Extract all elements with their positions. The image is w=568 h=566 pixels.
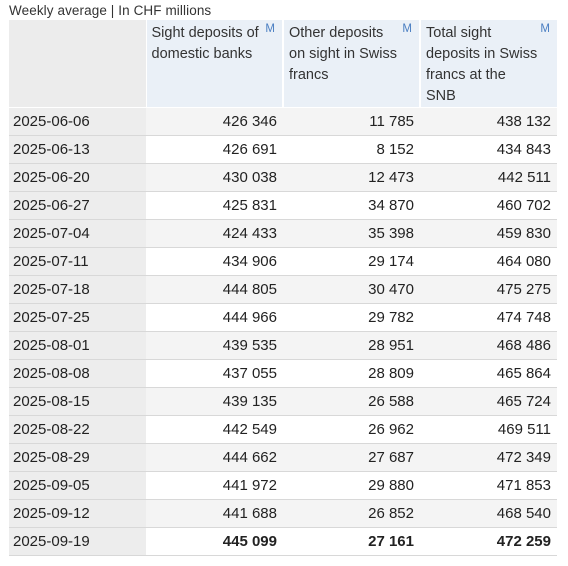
- domestic-banks-cell: 439 535: [146, 331, 283, 360]
- other-deposits-cell: 26 962: [283, 415, 420, 444]
- total-sight-deposits-cell: 464 080: [420, 247, 557, 276]
- column-header-total-sight-deposits: Total sight deposits in Swiss francs at …: [420, 20, 557, 108]
- total-sight-deposits-cell: 438 132: [420, 107, 557, 136]
- table-row: 2025-09-05 441 972 29 880 471 853: [9, 471, 557, 500]
- date-cell: 2025-07-11: [9, 247, 146, 276]
- domestic-banks-cell: 442 549: [146, 415, 283, 444]
- table-row: 2025-07-25 444 966 29 782 474 748: [9, 303, 557, 332]
- other-deposits-cell: 29 174: [283, 247, 420, 276]
- other-deposits-cell: 30 470: [283, 275, 420, 304]
- total-sight-deposits-cell: 465 724: [420, 387, 557, 416]
- date-cell: 2025-06-20: [9, 163, 146, 192]
- domestic-banks-cell: 439 135: [146, 387, 283, 416]
- other-deposits-cell: 11 785: [283, 107, 420, 136]
- date-cell: 2025-07-18: [9, 275, 146, 304]
- domestic-banks-cell: 441 972: [146, 471, 283, 500]
- total-sight-deposits-cell: 472 349: [420, 443, 557, 472]
- date-cell: 2025-07-25: [9, 303, 146, 332]
- domestic-banks-cell: 426 691: [146, 135, 283, 164]
- table-row: 2025-06-27 425 831 34 870 460 702: [9, 191, 557, 220]
- total-sight-deposits-cell: 465 864: [420, 359, 557, 388]
- other-deposits-cell: 34 870: [283, 191, 420, 220]
- total-sight-deposits-cell: 460 702: [420, 191, 557, 220]
- date-cell: 2025-07-04: [9, 219, 146, 248]
- domestic-banks-cell: 425 831: [146, 191, 283, 220]
- total-sight-deposits-cell: 442 511: [420, 163, 557, 192]
- other-deposits-cell: 27 687: [283, 443, 420, 472]
- domestic-banks-cell: 445 099: [146, 527, 283, 556]
- column-header-label: Total sight deposits in Swiss francs at …: [426, 25, 538, 104]
- total-sight-deposits-cell: 459 830: [420, 219, 557, 248]
- table-row: 2025-07-11 434 906 29 174 464 080: [9, 247, 557, 276]
- date-cell: 2025-08-08: [9, 359, 146, 388]
- table-row: 2025-08-22 442 549 26 962 469 511: [9, 415, 557, 444]
- total-sight-deposits-cell: 475 275: [420, 275, 557, 304]
- other-deposits-cell: 8 152: [283, 135, 420, 164]
- column-header-label: Other deposits on sight in Swiss francs: [289, 25, 397, 83]
- sight-deposits-table: Sight deposits of domestic banks M Other…: [9, 20, 557, 556]
- table-row: 2025-09-12 441 688 26 852 468 540: [9, 499, 557, 528]
- table-row: 2025-06-06 426 346 11 785 438 132: [9, 107, 557, 136]
- table-caption: Weekly average | In CHF millions: [9, 3, 212, 18]
- other-deposits-cell: 26 852: [283, 499, 420, 528]
- table-row: 2025-08-15 439 135 26 588 465 724: [9, 387, 557, 416]
- column-header-domestic-banks: Sight deposits of domestic banks M: [146, 20, 284, 108]
- total-sight-deposits-cell: 468 540: [420, 499, 557, 528]
- other-deposits-cell: 35 398: [283, 219, 420, 248]
- domestic-banks-cell: 444 966: [146, 303, 283, 332]
- date-cell: 2025-06-13: [9, 135, 146, 164]
- total-sight-deposits-cell: 469 511: [420, 415, 557, 444]
- total-sight-deposits-cell: 468 486: [420, 331, 557, 360]
- metadata-badge[interactable]: M: [265, 23, 275, 35]
- table-row: 2025-07-04 424 433 35 398 459 830: [9, 219, 557, 248]
- column-header-other-deposits: Other deposits on sight in Swiss francs …: [283, 20, 421, 108]
- date-cell: 2025-09-05: [9, 471, 146, 500]
- total-sight-deposits-cell: 434 843: [420, 135, 557, 164]
- domestic-banks-cell: 426 346: [146, 107, 283, 136]
- date-cell: 2025-08-29: [9, 443, 146, 472]
- table-row: 2025-08-08 437 055 28 809 465 864: [9, 359, 557, 388]
- domestic-banks-cell: 441 688: [146, 499, 283, 528]
- table-row: 2025-08-29 444 662 27 687 472 349: [9, 443, 557, 472]
- domestic-banks-cell: 437 055: [146, 359, 283, 388]
- table-row: 2025-07-18 444 805 30 470 475 275: [9, 275, 557, 304]
- domestic-banks-cell: 424 433: [146, 219, 283, 248]
- date-cell: 2025-06-06: [9, 107, 146, 136]
- other-deposits-cell: 12 473: [283, 163, 420, 192]
- table-row: 2025-09-19 445 099 27 161 472 259: [9, 527, 557, 556]
- header-row: Sight deposits of domestic banks M Other…: [9, 20, 557, 108]
- metadata-badge[interactable]: M: [540, 23, 550, 35]
- date-cell: 2025-09-19: [9, 527, 146, 556]
- domestic-banks-cell: 444 805: [146, 275, 283, 304]
- table-row: 2025-06-13 426 691 8 152 434 843: [9, 135, 557, 164]
- table-body: 2025-06-06 426 346 11 785 438 132 2025-06-13…: [9, 107, 557, 556]
- date-cell: 2025-06-27: [9, 191, 146, 220]
- other-deposits-cell: 28 809: [283, 359, 420, 388]
- header-corner: [9, 20, 147, 108]
- total-sight-deposits-cell: 474 748: [420, 303, 557, 332]
- date-cell: 2025-09-12: [9, 499, 146, 528]
- total-sight-deposits-cell: 471 853: [420, 471, 557, 500]
- date-cell: 2025-08-15: [9, 387, 146, 416]
- total-sight-deposits-cell: 472 259: [420, 527, 557, 556]
- metadata-badge[interactable]: M: [402, 23, 412, 35]
- domestic-banks-cell: 430 038: [146, 163, 283, 192]
- date-cell: 2025-08-01: [9, 331, 146, 360]
- column-header-label: Sight deposits of domestic banks: [151, 25, 259, 62]
- domestic-banks-cell: 434 906: [146, 247, 283, 276]
- other-deposits-cell: 29 782: [283, 303, 420, 332]
- other-deposits-cell: 26 588: [283, 387, 420, 416]
- other-deposits-cell: 28 951: [283, 331, 420, 360]
- other-deposits-cell: 27 161: [283, 527, 420, 556]
- date-cell: 2025-08-22: [9, 415, 146, 444]
- domestic-banks-cell: 444 662: [146, 443, 283, 472]
- other-deposits-cell: 29 880: [283, 471, 420, 500]
- table-row: 2025-06-20 430 038 12 473 442 511: [9, 163, 557, 192]
- table-row: 2025-08-01 439 535 28 951 468 486: [9, 331, 557, 360]
